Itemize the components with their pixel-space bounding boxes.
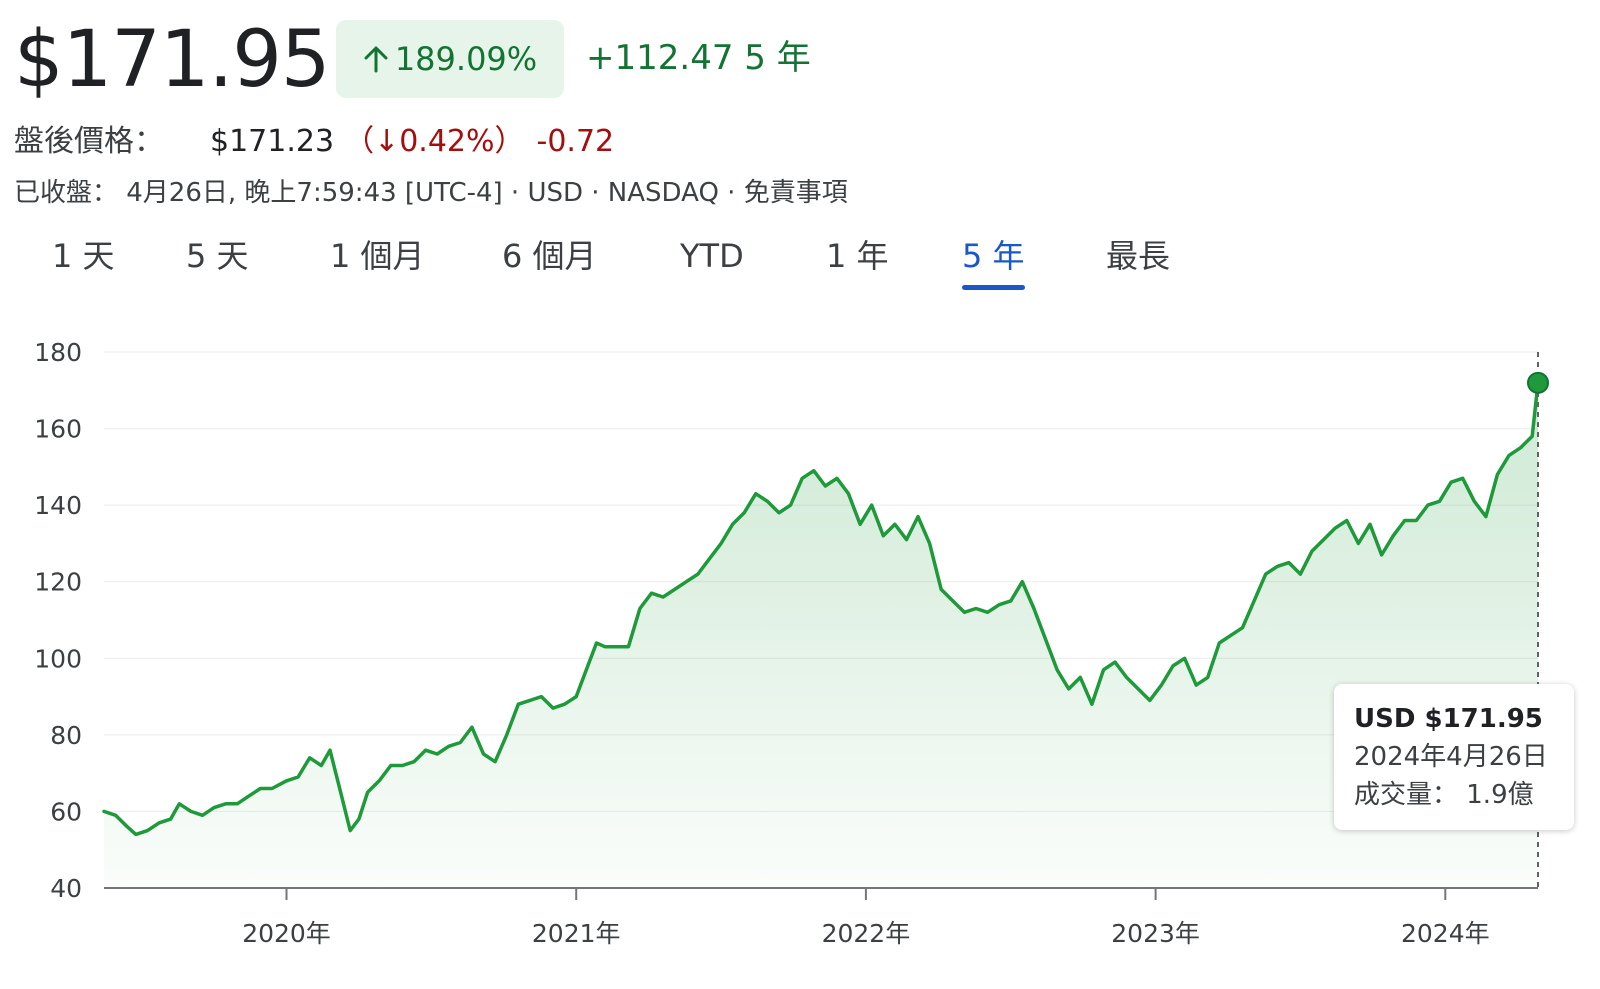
market-status-row: 已收盤： 4月26日, 晚上7:59:43 [UTC-4] · USD · NA… [14, 172, 848, 214]
after-hours-change-percent: （↓0.42%） [344, 124, 525, 159]
tab-1-month[interactable]: 1 個月 [330, 237, 425, 275]
tab-5-days[interactable]: 5 天 [186, 237, 249, 275]
price-area-fill [104, 382, 1538, 888]
y-tick-label: 140 [34, 491, 82, 520]
tab-6-months[interactable]: 6 個月 [502, 237, 597, 275]
x-tick-label: 2020年 [242, 919, 331, 948]
after-hours-change-absolute: -0.72 [536, 124, 615, 159]
tab-1-day[interactable]: 1 天 [52, 237, 115, 275]
y-tick-label: 80 [50, 721, 82, 750]
y-tick-label: 180 [34, 338, 82, 367]
arrow-up-icon [364, 46, 388, 73]
price-series-line [102, 381, 1540, 837]
tab-1-year[interactable]: 1 年 [826, 237, 889, 275]
tab-max[interactable]: 最長 [1106, 237, 1171, 275]
market-status-text: 已收盤： 4月26日, 晚上7:59:43 [UTC-4] · USD · NA… [14, 178, 848, 208]
hover-point[interactable] [1527, 371, 1549, 394]
tab-5-years[interactable]: 5 年 [962, 228, 1025, 290]
after-hours-label: 盤後價格： [14, 124, 164, 159]
price-chart[interactable]: 40 60 80 100 120 140 160 180 2020年 2021年 2022年 2023… [0, 330, 1600, 989]
y-tick-label: 40 [50, 874, 82, 903]
y-tick-label: 120 [34, 568, 82, 597]
after-hours-price: $171.23 [210, 124, 335, 159]
tab-ytd[interactable]: YTD [680, 237, 744, 275]
tooltip-volume: 成交量： 1.9億 [1354, 780, 1534, 810]
y-tick-label: 100 [34, 644, 82, 673]
tooltip-date: 2024年4月26日 [1354, 742, 1548, 772]
y-tick-label: 60 [50, 797, 82, 826]
y-tick-label: 160 [34, 415, 82, 444]
x-tick-label: 2024年 [1401, 919, 1490, 948]
price-tooltip: USD $171.95 2024年4月26日 成交量： 1.9億 [1334, 684, 1574, 830]
range-tabs: 1 天 5 天 1 個月 6 個月 YTD 1 年 5 年 最長 [0, 228, 1600, 292]
tooltip-price: USD $171.95 [1354, 704, 1543, 734]
x-tick-label: 2022年 [822, 919, 911, 948]
change-absolute: +112.47 5 年 [586, 38, 811, 78]
change-percent-badge: 189.09% [336, 20, 564, 98]
change-percent-value: 189.09% [394, 40, 538, 78]
x-tick-label: 2021年 [532, 919, 621, 948]
after-hours-row: 盤後價格： $171.23 （↓0.42%） -0.72 [14, 118, 614, 166]
x-tick-label: 2023年 [1111, 919, 1200, 948]
current-price: $171.95 [14, 15, 331, 105]
